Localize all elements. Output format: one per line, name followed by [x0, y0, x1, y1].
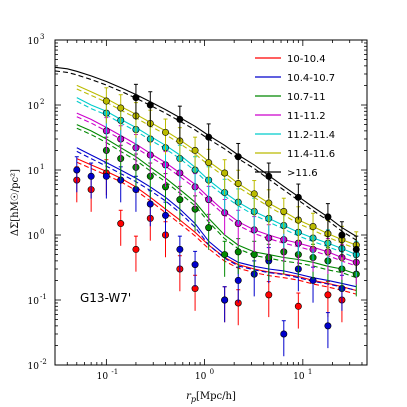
series-group — [55, 66, 360, 357]
series-5-data-point — [250, 190, 258, 198]
series-5-data-point — [221, 169, 229, 177]
legend-label-4: 11.2-11.4 — [287, 130, 335, 141]
x-tick-label-exponent: 0 — [210, 368, 214, 376]
y-tick-label-exponent: 2 — [40, 98, 44, 106]
series-1-data-point — [146, 200, 154, 208]
series-0-data-point — [117, 220, 125, 228]
series-1-data-point — [176, 245, 184, 253]
series-6-model-line — [55, 66, 357, 237]
series-6-data-point — [205, 133, 213, 141]
y-tick-label-exponent: 1 — [40, 163, 44, 171]
series-1-data-point — [234, 276, 242, 284]
series-1-data-point — [324, 322, 332, 330]
series-1-data-point — [102, 172, 110, 180]
y-tick-label: 10 — [28, 297, 40, 307]
plot-frame — [54, 39, 368, 366]
y-tick-label: 10 — [28, 362, 40, 372]
series-1-data-point — [162, 211, 170, 219]
series-2-data-point — [221, 251, 229, 259]
x-tick-label: 10 — [195, 372, 207, 382]
series-5-data-point — [234, 179, 242, 187]
series-2-model-dashed-line — [76, 127, 357, 279]
axis-ticks: 10 -1 10 0 10 110 -210 -110 010 110 210 3 — [28, 33, 367, 382]
y-tick-label: 10 — [28, 102, 40, 112]
series-5-data-point — [162, 128, 170, 136]
legend-label-3: 11-11.2 — [287, 111, 326, 122]
series-5-data-point — [309, 223, 317, 231]
series-6-data-point — [176, 115, 184, 123]
annotation-label: G13-W7' — [80, 291, 131, 305]
x-tick-label: 10 — [293, 372, 305, 382]
series-1-data-point — [191, 261, 199, 269]
series-6-data-point — [338, 231, 346, 239]
series-0-model-dashed-line — [76, 161, 357, 295]
series-2-model-line — [76, 124, 357, 275]
plot-area — [55, 66, 360, 357]
series-5-model-dashed-line — [76, 88, 357, 250]
series-4-model-dashed-line — [76, 100, 357, 259]
x-axis-label: rp[Mpc/h] — [186, 391, 236, 404]
legend-label-0: 10-10.4 — [287, 54, 326, 65]
series-6-data-point — [294, 193, 302, 201]
series-1-data-point — [221, 296, 229, 304]
y-tick-label-exponent: -1 — [40, 293, 47, 301]
x-tick-label-exponent: 1 — [308, 368, 312, 376]
series-1-model-line — [76, 147, 357, 288]
x-tick-label-exponent: -1 — [111, 368, 118, 376]
series-6-data-point — [265, 172, 273, 180]
y-axis-label: ΔΣ[hM☉/pc²] — [10, 169, 21, 236]
series-0-data-point — [324, 291, 332, 299]
series-0-data-point — [294, 302, 302, 310]
legend-label-5: 11.4-11.6 — [287, 149, 335, 160]
series-5-data-point — [265, 199, 273, 207]
y-tick-label: 10 — [28, 232, 40, 242]
y-tick-label-exponent: 3 — [40, 33, 44, 41]
series-2-data-point — [205, 224, 213, 232]
series-2-data-point — [234, 248, 242, 256]
series-2-data-point — [250, 251, 258, 259]
series-5-data-point — [280, 207, 288, 215]
series-6-data-point — [146, 101, 154, 109]
series-6-data-point — [324, 213, 332, 221]
series-5-data-point — [205, 159, 213, 167]
legend: 10-10.4 10.4-10.7 10.7-11 11-11.2 11.2-11.4 1… — [255, 54, 335, 179]
series-5-data-point — [117, 104, 125, 112]
series-1-data-point — [280, 330, 288, 338]
legend-label-6: >11.6 — [287, 168, 318, 179]
y-tick-label-exponent: -2 — [40, 358, 47, 366]
legend-label-2: 10.7-11 — [287, 92, 326, 103]
series-6-model-dashed-line — [55, 70, 357, 241]
series-0-data-point — [265, 291, 273, 299]
series-6-data-point — [352, 245, 360, 253]
y-tick-label: 10 — [28, 37, 40, 47]
x-tick-label: 10 — [97, 372, 109, 382]
series-6-data-point — [234, 153, 242, 161]
legend-label-1: 10.4-10.7 — [287, 73, 335, 84]
series-6-data-point — [132, 94, 140, 102]
series-1-data-point — [73, 166, 81, 174]
y-tick-label: 10 — [28, 167, 40, 177]
y-tick-label-exponent: 0 — [40, 228, 44, 236]
series-0-data-point — [132, 245, 140, 253]
series-1-data-point — [87, 172, 95, 180]
series-5-data-point — [191, 146, 199, 154]
series-5-data-point — [102, 97, 110, 105]
series-2-data-point — [176, 196, 184, 204]
